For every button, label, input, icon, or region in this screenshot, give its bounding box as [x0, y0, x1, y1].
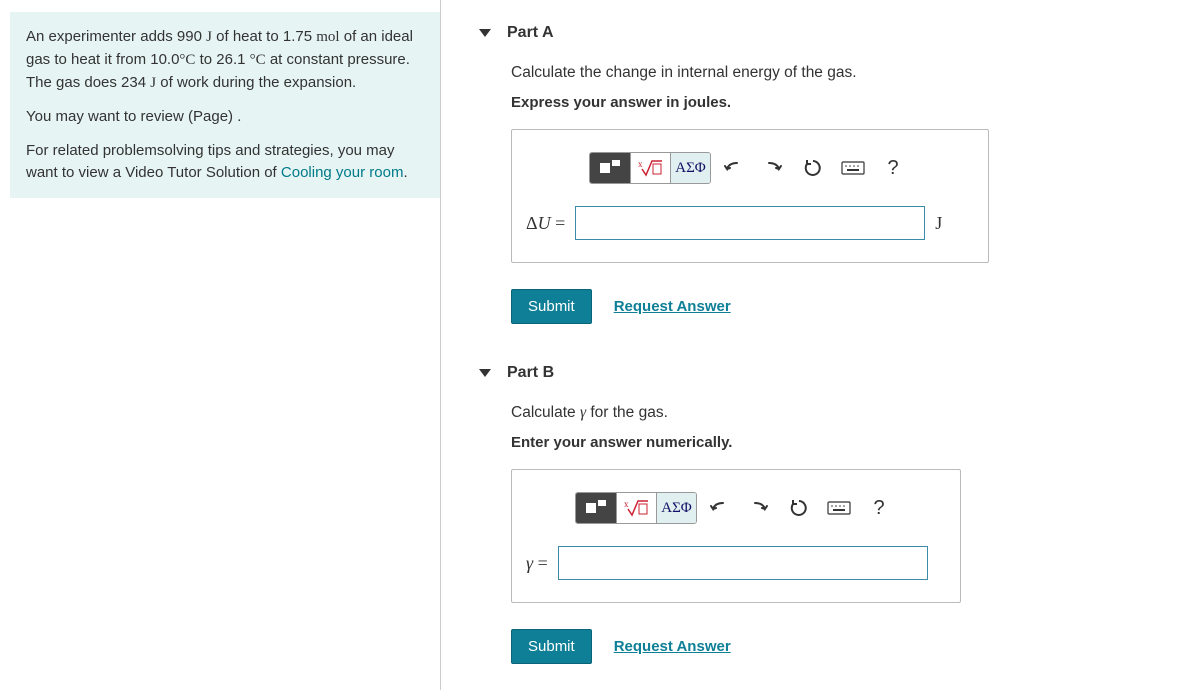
part-a-lhs: ΔU =	[526, 213, 565, 234]
part-b-button-row: Submit Request Answer	[511, 629, 1190, 664]
problem-text-3: For related problemsolving tips and stra…	[26, 140, 424, 184]
collapse-icon[interactable]	[479, 29, 491, 37]
radical-icon[interactable]: x	[630, 153, 670, 183]
collapse-icon[interactable]	[479, 369, 491, 377]
problem-text-2: You may want to review (Page) .	[26, 106, 424, 128]
part-b-title: Part B	[507, 364, 554, 382]
undo-icon[interactable]	[715, 153, 751, 183]
template-group: x ΑΣΦ	[575, 492, 697, 524]
undo-icon[interactable]	[701, 493, 737, 523]
left-panel: An experimenter adds 990 J of heat to 1.…	[0, 0, 440, 690]
part-a-answer-block: x ΑΣΦ ? ΔU =	[511, 129, 989, 263]
video-tutor-link[interactable]: Cooling your room	[281, 164, 404, 181]
template-icon[interactable]	[576, 493, 616, 523]
help-icon[interactable]: ?	[875, 153, 911, 183]
template-icon[interactable]	[590, 153, 630, 183]
greek-icon[interactable]: ΑΣΦ	[656, 493, 696, 523]
greek-icon[interactable]: ΑΣΦ	[670, 153, 710, 183]
right-panel: Part A Calculate the change in internal …	[471, 0, 1200, 690]
part-b-input[interactable]	[558, 546, 928, 580]
redo-icon[interactable]	[755, 153, 791, 183]
part-a-instruction: Express your answer in joules.	[511, 94, 1190, 111]
part-b-header: Part B	[479, 364, 1190, 382]
part-a-toolbar: x ΑΣΦ ?	[526, 152, 974, 184]
part-a-unit: J	[935, 213, 942, 234]
keyboard-icon[interactable]	[835, 153, 871, 183]
part-a-body: Calculate the change in internal energy …	[511, 64, 1190, 324]
part-a-input[interactable]	[575, 206, 925, 240]
part-b-answer-row: γ =	[526, 546, 946, 580]
svg-text:x: x	[624, 499, 629, 509]
radical-icon[interactable]: x	[616, 493, 656, 523]
template-group: x ΑΣΦ	[589, 152, 711, 184]
part-b-lhs: γ =	[526, 553, 548, 574]
part-b-prompt: Calculate γ for the gas.	[511, 404, 1190, 422]
problem-text-1: An experimenter adds 990 J of heat to 1.…	[26, 26, 424, 94]
redo-icon[interactable]	[741, 493, 777, 523]
part-a-prompt: Calculate the change in internal energy …	[511, 64, 1190, 82]
reset-icon[interactable]	[781, 493, 817, 523]
part-b-body: Calculate γ for the gas. Enter your answ…	[511, 404, 1190, 664]
part-a-answer-row: ΔU = J	[526, 206, 974, 240]
part-b-submit-button[interactable]: Submit	[511, 629, 592, 664]
help-icon[interactable]: ?	[861, 493, 897, 523]
part-a-header: Part A	[479, 24, 1190, 42]
part-b-instruction: Enter your answer numerically.	[511, 434, 1190, 451]
part-a-request-answer-link[interactable]: Request Answer	[614, 298, 731, 315]
part-a-button-row: Submit Request Answer	[511, 289, 1190, 324]
part-b-answer-block: x ΑΣΦ ? γ =	[511, 469, 961, 603]
reset-icon[interactable]	[795, 153, 831, 183]
part-b-request-answer-link[interactable]: Request Answer	[614, 638, 731, 655]
part-b-toolbar: x ΑΣΦ ?	[526, 492, 946, 524]
vertical-divider	[440, 0, 441, 690]
problem-info-box: An experimenter adds 990 J of heat to 1.…	[10, 12, 440, 198]
svg-text:x: x	[638, 159, 643, 169]
part-a-submit-button[interactable]: Submit	[511, 289, 592, 324]
part-a-title: Part A	[507, 24, 554, 42]
keyboard-icon[interactable]	[821, 493, 857, 523]
